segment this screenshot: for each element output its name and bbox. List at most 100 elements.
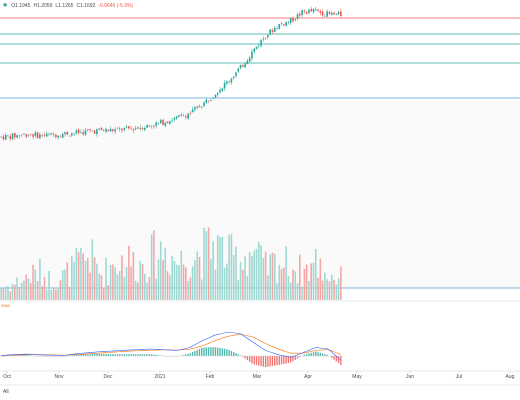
candle-body: [86, 129, 89, 131]
candle-body: [107, 129, 110, 131]
volume-bar: [139, 260, 142, 300]
volume-bar: [98, 273, 100, 300]
volume-bar: [132, 251, 135, 300]
candle-body: [100, 127, 103, 130]
candle-body: [150, 126, 153, 127]
range-all-button[interactable]: All: [3, 389, 9, 395]
macd-histogram-bar: [71, 355, 73, 356]
volume-bar: [73, 261, 75, 300]
candle-body: [212, 97, 214, 99]
candle-body: [314, 9, 317, 11]
volume-bar: [189, 277, 192, 300]
candle-body: [102, 130, 105, 132]
volume-bar: [317, 277, 319, 300]
volume-bar: [296, 283, 299, 300]
candle-body: [89, 129, 91, 131]
macd-histogram-bar: [319, 352, 322, 356]
macd-histogram-bar: [248, 356, 251, 362]
volume-bar: [335, 284, 338, 300]
candle-body: [285, 21, 287, 26]
volume-bar: [130, 266, 132, 300]
candle-body: [155, 122, 157, 126]
x-tick-label: Oct: [3, 374, 11, 380]
macd-histogram-bar: [335, 356, 337, 362]
volume-bar: [116, 274, 119, 300]
candle-body: [175, 116, 178, 119]
candle-body: [191, 109, 194, 113]
volume-bar: [232, 255, 235, 300]
macd-histogram-bar: [27, 355, 30, 356]
candle-body: [132, 129, 135, 131]
candle-body: [141, 128, 144, 130]
volume-bar: [11, 283, 14, 300]
macd-histogram-bar: [280, 356, 283, 365]
macd-histogram-bar: [326, 354, 328, 356]
volume-bar: [244, 256, 246, 300]
volume-bar: [23, 280, 25, 300]
volume-bar: [61, 270, 64, 300]
macd-histogram-bar: [324, 354, 326, 356]
candle-body: [264, 37, 267, 39]
macd-histogram-bar: [139, 354, 141, 356]
signal-line: [1, 333, 341, 356]
volume-bar: [239, 261, 242, 300]
candle-body: [98, 128, 100, 130]
volume-bar: [105, 257, 107, 300]
volume-bar: [45, 289, 48, 300]
volume-bar: [235, 246, 237, 300]
candle-body: [216, 93, 219, 95]
macd-histogram-bar: [331, 356, 333, 358]
volume-bar: [57, 287, 59, 300]
candle-body: [7, 135, 9, 137]
macd-histogram-bar: [123, 354, 125, 356]
volume-bar: [289, 282, 292, 300]
macd-histogram-bar: [262, 356, 265, 367]
star-icon[interactable]: ★: [2, 2, 9, 9]
candle-body: [123, 128, 126, 130]
candle-body: [189, 113, 192, 114]
candle-body: [283, 24, 285, 26]
macd-histogram-bar: [276, 356, 278, 366]
macd-histogram-bar: [260, 356, 262, 367]
volume-bar: [276, 283, 278, 300]
volume-bar: [16, 277, 18, 300]
candle-body: [39, 134, 41, 139]
volume-bar: [102, 287, 105, 300]
candle-body: [64, 132, 66, 135]
candle-body: [171, 120, 173, 122]
macd-histogram-bar: [160, 355, 162, 356]
macd-histogram-bar: [77, 354, 80, 356]
macd-histogram-bar: [235, 353, 237, 356]
candle-body: [198, 106, 201, 108]
macd-histogram-bar: [23, 355, 25, 356]
candle-body: [267, 34, 269, 38]
macd-histogram-bar: [121, 354, 123, 356]
macd-histogram-bar: [84, 354, 87, 356]
volume-bar: [164, 247, 167, 300]
volume-bar: [216, 234, 219, 300]
macd-histogram-bar: [205, 347, 208, 356]
candle-body: [71, 133, 73, 136]
volume-bar: [228, 234, 230, 300]
candle-body: [137, 127, 139, 129]
macd-histogram-bar: [294, 356, 296, 360]
macd-histogram-bar: [87, 354, 89, 356]
macd-histogram-bar: [141, 354, 144, 356]
volume-bar: [59, 280, 62, 300]
candle-body: [294, 19, 297, 21]
macd-histogram-bar: [230, 351, 233, 356]
macd-histogram-bar: [98, 353, 100, 356]
candle-body: [185, 116, 187, 118]
macd-histogram-bar: [198, 348, 201, 356]
candle-body: [36, 132, 39, 139]
macd-histogram-bar: [214, 347, 217, 356]
macd-histogram-bar: [264, 356, 267, 368]
x-tick-label: Jul: [455, 374, 463, 380]
macd-histogram-bar: [287, 356, 290, 364]
candle-body: [114, 129, 116, 132]
volume-bar: [80, 247, 82, 300]
macd-histogram-bar: [185, 354, 187, 356]
volume-bar: [125, 267, 128, 300]
